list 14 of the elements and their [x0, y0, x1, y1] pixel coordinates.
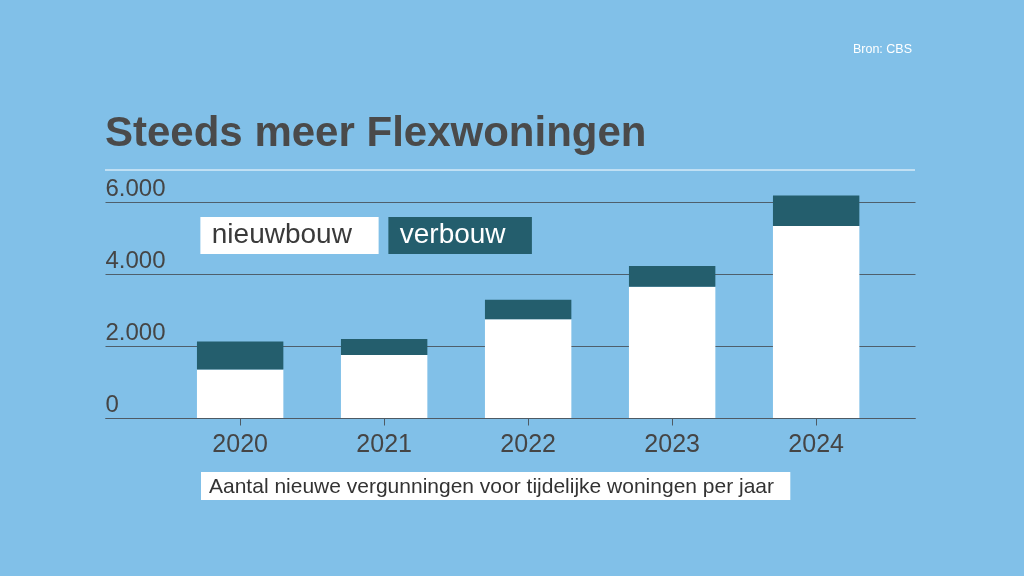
- y-tick-label: 0: [105, 389, 119, 417]
- x-tick-label: 2024: [788, 428, 845, 457]
- y-tick-label: 4.000: [105, 245, 166, 273]
- text: nieuwbouw: [211, 218, 353, 250]
- x-tick-label: 2023: [644, 428, 700, 457]
- x-tick-label: 2020: [212, 428, 268, 457]
- chart-title: Steeds meer Flexwoningen: [105, 108, 647, 155]
- y-tick-label: 6.000: [105, 173, 166, 201]
- y-tick-label: 2.000: [105, 317, 166, 345]
- x-tick-label: 2022: [500, 428, 556, 457]
- x-tick-label: 2021: [356, 428, 412, 457]
- text: Aantal nieuwe vergunningen voor tijdelijke woningen per jaar: [209, 474, 775, 497]
- series-label: verbouw: [399, 218, 507, 250]
- text: Bron: CBS: [852, 42, 912, 56]
